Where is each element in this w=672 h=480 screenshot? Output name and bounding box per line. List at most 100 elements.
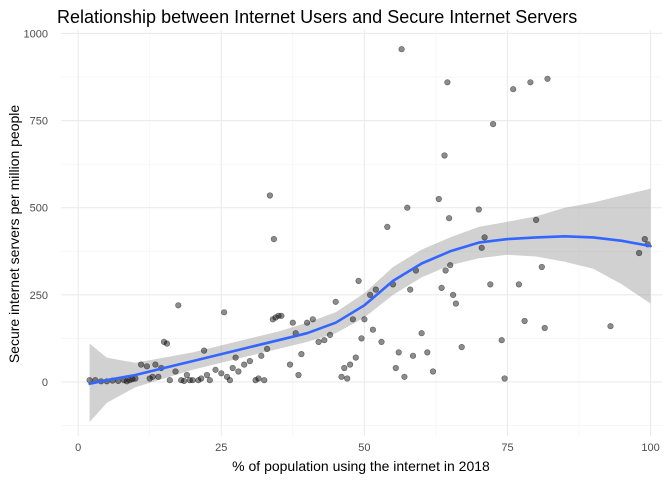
x-tick-label: 25 bbox=[215, 442, 227, 454]
data-point bbox=[286, 361, 294, 368]
data-point bbox=[264, 345, 271, 353]
data-point bbox=[201, 347, 208, 354]
data-point bbox=[270, 236, 278, 243]
data-point bbox=[198, 375, 205, 382]
data-point bbox=[527, 79, 534, 86]
data-point bbox=[444, 79, 451, 86]
data-point bbox=[289, 319, 296, 326]
data-point bbox=[372, 286, 379, 293]
x-tick-label: 100 bbox=[641, 442, 659, 454]
data-point bbox=[172, 368, 179, 375]
data-point bbox=[398, 46, 405, 53]
data-point bbox=[384, 223, 391, 230]
data-point bbox=[175, 302, 182, 309]
data-point bbox=[358, 335, 365, 342]
data-points bbox=[86, 46, 651, 385]
data-point bbox=[226, 377, 233, 384]
x-axis-label: % of population using the internet in 20… bbox=[232, 458, 490, 474]
data-point bbox=[332, 298, 339, 305]
y-axis-ticks: 0 250 500 750 1000 bbox=[24, 28, 48, 388]
data-point bbox=[229, 364, 236, 372]
data-point bbox=[429, 368, 437, 375]
data-point bbox=[232, 354, 239, 361]
data-point bbox=[538, 263, 545, 271]
confidence-band bbox=[89, 188, 651, 423]
data-point bbox=[252, 377, 259, 384]
data-point bbox=[278, 312, 285, 319]
x-tick-label: 75 bbox=[501, 442, 513, 454]
data-point bbox=[221, 309, 228, 316]
data-point bbox=[478, 244, 485, 251]
data-point bbox=[212, 366, 219, 373]
data-point bbox=[544, 75, 551, 82]
data-point bbox=[404, 204, 411, 211]
y-tick-label: 1000 bbox=[24, 28, 48, 40]
data-point bbox=[321, 337, 328, 344]
data-point bbox=[487, 281, 494, 288]
data-point bbox=[498, 337, 505, 344]
data-point bbox=[532, 216, 540, 223]
data-point bbox=[295, 371, 302, 379]
data-point bbox=[255, 375, 262, 382]
data-point bbox=[183, 371, 190, 379]
data-point bbox=[361, 316, 368, 323]
data-point bbox=[369, 326, 377, 333]
data-point bbox=[149, 373, 156, 380]
data-point bbox=[272, 314, 279, 321]
data-point bbox=[146, 375, 153, 382]
data-point bbox=[435, 195, 442, 203]
data-point bbox=[510, 86, 517, 93]
data-point bbox=[341, 364, 348, 372]
data-point bbox=[344, 375, 351, 382]
data-point bbox=[607, 323, 614, 330]
data-point bbox=[458, 344, 465, 351]
data-point bbox=[315, 338, 322, 346]
grid-major-lines bbox=[61, 30, 662, 436]
data-point bbox=[452, 300, 460, 307]
data-point bbox=[541, 324, 548, 332]
data-point bbox=[246, 358, 253, 365]
data-point bbox=[418, 330, 425, 337]
data-point bbox=[401, 373, 408, 380]
data-point bbox=[155, 373, 162, 380]
data-point bbox=[166, 377, 173, 384]
data-point bbox=[450, 291, 457, 299]
data-point bbox=[438, 284, 445, 292]
data-point bbox=[641, 236, 648, 243]
data-point bbox=[304, 319, 311, 326]
data-point bbox=[475, 206, 482, 213]
data-point bbox=[442, 267, 449, 274]
data-point bbox=[441, 152, 448, 159]
data-point bbox=[490, 120, 497, 128]
data-point bbox=[447, 262, 454, 269]
chart-title: Relationship between Internet Users and … bbox=[57, 7, 577, 27]
data-point bbox=[235, 368, 242, 375]
data-point bbox=[326, 331, 334, 339]
data-point bbox=[635, 249, 643, 257]
data-point bbox=[189, 377, 196, 384]
data-point bbox=[515, 281, 523, 288]
data-point bbox=[347, 361, 354, 368]
data-point bbox=[501, 375, 508, 382]
data-point bbox=[266, 192, 274, 199]
data-point bbox=[298, 351, 305, 358]
data-point bbox=[352, 354, 359, 361]
data-point bbox=[203, 371, 211, 379]
data-point bbox=[258, 352, 265, 359]
y-tick-label: 250 bbox=[30, 290, 48, 302]
data-point bbox=[338, 373, 345, 380]
data-point bbox=[241, 361, 248, 368]
data-point bbox=[218, 370, 225, 377]
data-point bbox=[261, 377, 268, 384]
data-point bbox=[349, 316, 357, 323]
data-point bbox=[392, 364, 399, 372]
x-tick-label: 50 bbox=[358, 442, 370, 454]
data-point bbox=[143, 363, 150, 370]
data-point bbox=[163, 340, 170, 347]
data-point bbox=[160, 338, 168, 346]
data-point bbox=[138, 361, 145, 368]
data-point bbox=[309, 316, 316, 323]
y-tick-label: 0 bbox=[42, 377, 48, 389]
data-point bbox=[407, 286, 414, 293]
